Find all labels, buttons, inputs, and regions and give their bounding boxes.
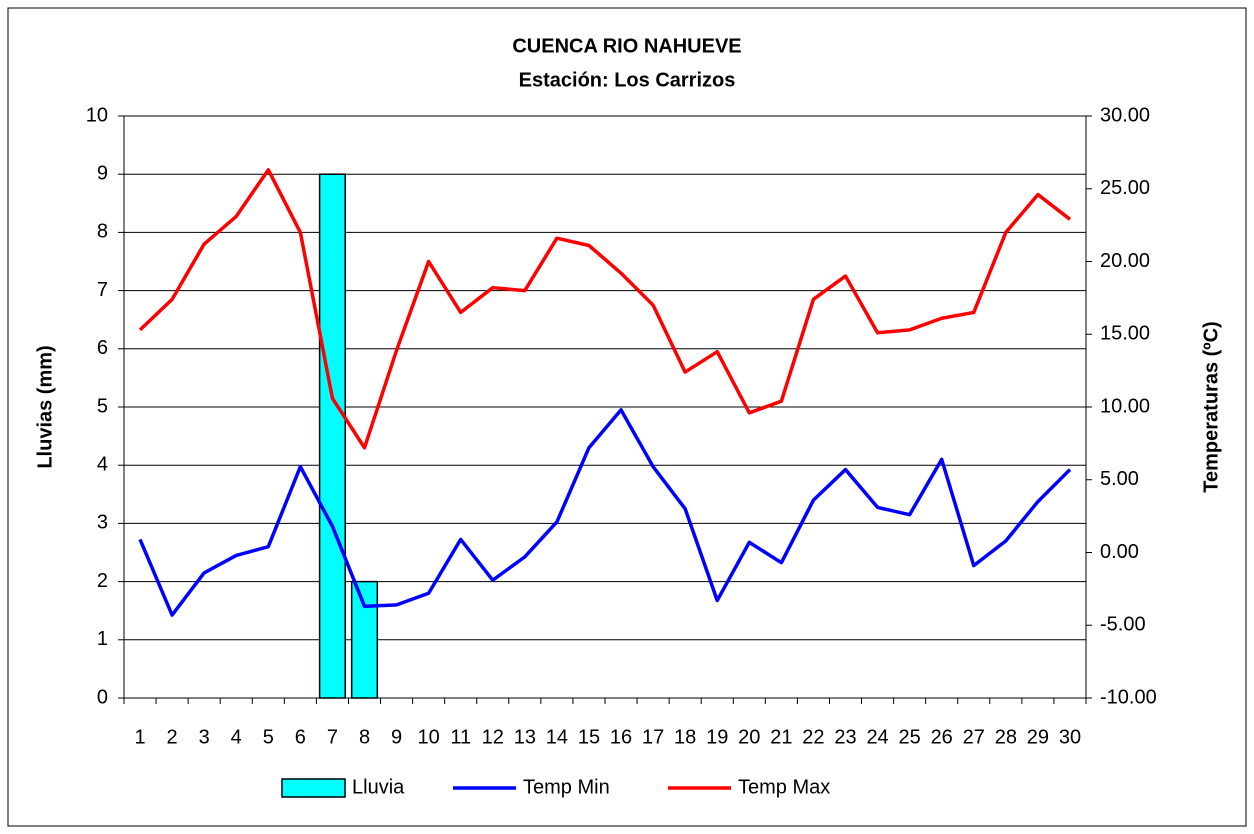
y-axis-label: Lluvias (mm) (34, 345, 56, 468)
chart-subtitle: Estación: Los Carrizos (519, 69, 736, 91)
x-tick-label: 9 (391, 726, 402, 748)
y-tick-label: 3 (97, 512, 108, 534)
y-tick-label: 1 (97, 628, 108, 650)
y2-tick-label: 30.00 (1100, 104, 1150, 126)
y2-tick-label: -5.00 (1100, 614, 1146, 636)
x-tick-label: 16 (610, 726, 632, 748)
x-tick-label: 11 (450, 726, 471, 748)
bar (350, 580, 379, 699)
x-tick-label: 14 (546, 726, 568, 748)
x-tick-label: 4 (231, 726, 242, 748)
x-tick-label: 22 (802, 726, 824, 748)
x-tick-label: 17 (642, 726, 664, 748)
legend-swatch (281, 778, 346, 798)
y-tick-label: 5 (97, 395, 108, 417)
legend-label: Temp Min (523, 776, 610, 798)
x-tick-label: 26 (931, 726, 953, 748)
x-tick-label: 29 (1027, 726, 1049, 748)
y2-tick-label: 25.00 (1100, 177, 1150, 199)
y-tick-label: 9 (97, 162, 108, 184)
x-tick-label: 13 (514, 726, 536, 748)
y-tick-label: 7 (97, 279, 108, 301)
y2-tick-label: 10.00 (1100, 395, 1150, 417)
x-tick-label: 30 (1059, 726, 1081, 748)
x-tick-label: 21 (770, 726, 792, 748)
y2-tick-label: 0.00 (1100, 541, 1139, 563)
legend-label: Lluvia (352, 776, 405, 798)
x-tick-label: 8 (359, 726, 370, 748)
y2-tick-label: 5.00 (1100, 468, 1139, 490)
y-tick-label: 8 (97, 221, 108, 243)
y2-axis-label: Temperaturas (ºC) (1200, 321, 1222, 492)
x-tick-label: 27 (963, 726, 985, 748)
bar (318, 173, 347, 699)
line (138, 408, 1072, 617)
x-tick-label: 1 (134, 726, 145, 748)
x-tick-label: 3 (199, 726, 210, 748)
x-tick-label: 19 (706, 726, 728, 748)
line (138, 168, 1072, 450)
x-tick-label: 2 (167, 726, 178, 748)
y-tick-label: 4 (97, 453, 108, 475)
x-tick-label: 25 (899, 726, 921, 748)
x-tick-label: 20 (738, 726, 760, 748)
x-tick-label: 7 (327, 726, 338, 748)
y-tick-label: 2 (97, 570, 108, 592)
x-tick-label: 12 (482, 726, 504, 748)
x-tick-label: 23 (834, 726, 856, 748)
y-tick-label: 6 (97, 337, 108, 359)
x-tick-label: 18 (674, 726, 696, 748)
y2-tick-label: -10.00 (1100, 686, 1157, 708)
y2-tick-label: 20.00 (1100, 250, 1150, 272)
x-tick-label: 6 (295, 726, 306, 748)
x-tick-label: 24 (866, 726, 888, 748)
x-tick-label: 10 (418, 726, 440, 748)
y2-tick-label: 15.00 (1100, 323, 1150, 345)
y-tick-label: 0 (97, 686, 108, 708)
y-tick-label: 10 (86, 104, 108, 126)
legend-label: Temp Max (738, 776, 830, 798)
x-tick-label: 15 (578, 726, 600, 748)
x-tick-label: 28 (995, 726, 1017, 748)
chart-title: CUENCA RIO NAHUEVE (512, 35, 741, 57)
x-tick-label: 5 (263, 726, 274, 748)
